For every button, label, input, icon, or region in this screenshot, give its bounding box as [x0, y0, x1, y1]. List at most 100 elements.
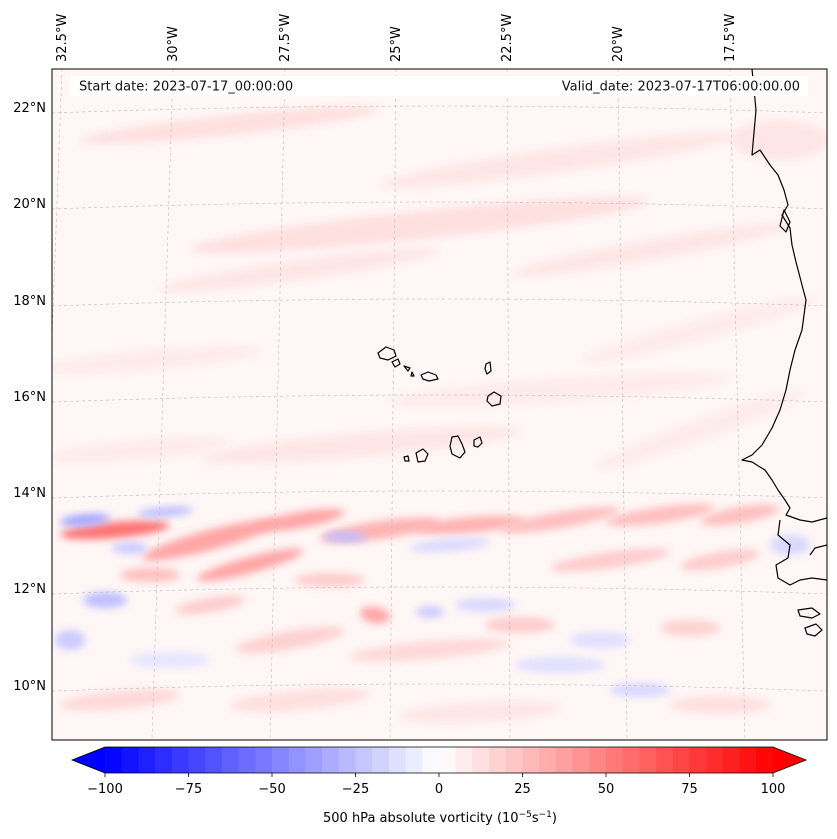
- vorticity-contour: [390, 373, 730, 407]
- map-panel: Start date: 2023-07-17_00:00:00 Valid_da…: [51, 68, 828, 741]
- map-frame: [51, 68, 828, 741]
- colorbar-segments: [72, 747, 806, 773]
- colorbar-segment: [272, 747, 290, 773]
- header-strip: [70, 76, 808, 96]
- colorbar-segment: [455, 747, 473, 773]
- meridian-line: [269, 69, 286, 740]
- island-islet: [410, 371, 415, 377]
- vorticity-contour: [360, 606, 390, 624]
- colorbar-label-mid: s: [532, 811, 539, 826]
- parallel-line: [52, 586, 827, 595]
- colorbar-segment: [105, 747, 123, 773]
- colorbar-tick-label: −50: [258, 782, 285, 797]
- colorbar-segment: [121, 747, 139, 773]
- colorbar-segment: [255, 747, 273, 773]
- colorbar-segment: [322, 747, 340, 773]
- colorbar-tick-label: −75: [175, 782, 202, 797]
- vorticity-contour: [610, 683, 670, 697]
- vorticity-contour: [410, 538, 490, 552]
- colorbar-extend-max: [773, 747, 806, 773]
- latitude-label: 22°N: [13, 101, 46, 116]
- start-date-label: Start date: 2023-07-17_00:00:00: [79, 80, 293, 95]
- african-coastline: [779, 209, 791, 233]
- vorticity-contour: [455, 598, 515, 612]
- colorbar-segment: [555, 747, 574, 773]
- latitude-labels: 22°N 20°N 18°N 16°N 14°N 12°N 10°N: [13, 101, 46, 694]
- vorticity-contour: [350, 638, 510, 662]
- parallel-line: [52, 298, 827, 307]
- colorbar-segment: [689, 747, 707, 773]
- vorticity-contour: [175, 595, 245, 615]
- parallel-line: [52, 394, 827, 403]
- vorticity-contour: [485, 617, 555, 633]
- african-coastline: [804, 623, 823, 637]
- vorticity-contour: [235, 626, 345, 654]
- longitude-label: 22.5°W: [500, 14, 515, 62]
- vorticity-contour: [515, 657, 605, 673]
- vorticity-contour: [605, 503, 715, 527]
- vorticity-contour: [60, 513, 110, 527]
- vorticity-contour: [142, 519, 278, 561]
- longitude-label: 30°W: [166, 26, 181, 62]
- island-maio: [473, 436, 483, 448]
- colorbar-tick-label: 25: [514, 782, 531, 797]
- parallel-line: [52, 201, 827, 210]
- colorbar-segment: [288, 747, 306, 773]
- vorticity-contour: [323, 532, 367, 542]
- colorbar-segment: [439, 747, 457, 773]
- vorticity-contour: [670, 696, 770, 714]
- colorbar-segment: [606, 747, 624, 773]
- colorbar-tick-label: −25: [342, 782, 369, 797]
- vorticity-contour: [52, 346, 260, 374]
- colorbar-segment: [739, 747, 757, 773]
- vorticity-contour: [584, 297, 816, 363]
- vorticity-contour: [196, 548, 304, 582]
- african-coastline: [809, 544, 827, 556]
- colorbar-segment: [722, 747, 741, 773]
- vorticity-contour: [415, 515, 525, 535]
- island-sal: [484, 361, 492, 375]
- colorbar-segment: [756, 747, 774, 773]
- vorticity-contour: [400, 701, 560, 723]
- colorbar-segment: [372, 747, 390, 773]
- longitude-label: 25°W: [389, 26, 404, 62]
- colorbar: −100 −75 −50 −25 0 25 50 75 100 500 hPa absolute…: [70, 746, 808, 826]
- valid-date-label: Valid_date: 2023-07-17T06:00:00.00: [562, 80, 800, 95]
- longitude-labels: 32.5°W 30°W 27.5°W 25°W 22.5°W 20°W 17.5°W: [55, 14, 738, 62]
- vorticity-contour: [570, 632, 630, 648]
- colorbar-label-text: 500 hPa absolute vorticity (10: [323, 811, 519, 826]
- island-santo-antao: [377, 346, 397, 361]
- vorticity-contour: [80, 106, 380, 144]
- colorbar-segment: [388, 747, 407, 773]
- colorbar-segment: [305, 747, 323, 773]
- colorbar-label-end: ): [552, 811, 557, 826]
- meridian-line: [617, 69, 628, 740]
- colorbar-segment: [672, 747, 691, 773]
- vorticity-contour: [730, 120, 827, 160]
- parallel-line: [52, 105, 827, 114]
- colorbar-segment: [572, 747, 590, 773]
- meridian-line: [729, 69, 746, 740]
- vorticity-contour: [500, 506, 620, 534]
- meridian-line: [389, 69, 397, 740]
- colorbar-segment: [706, 747, 724, 773]
- latitude-label: 16°N: [13, 390, 46, 405]
- vorticity-contour: [550, 548, 670, 572]
- colorbar-tick-label: 50: [598, 782, 615, 797]
- latitude-label: 10°N: [13, 679, 46, 694]
- vorticity-contour: [295, 573, 365, 587]
- colorbar-segment: [338, 747, 357, 773]
- colorbar-segment: [639, 747, 657, 773]
- vorticity-field: [52, 106, 827, 723]
- longitude-label: 17.5°W: [723, 14, 738, 62]
- vorticity-contour: [191, 197, 649, 253]
- latitude-label: 14°N: [13, 486, 46, 501]
- parallel-line: [52, 683, 827, 692]
- colorbar-segment: [489, 747, 507, 773]
- meridian-line: [151, 69, 174, 740]
- vorticity-contour: [660, 620, 720, 636]
- longitude-label: 32.5°W: [55, 14, 70, 62]
- vorticity-contour: [83, 592, 127, 608]
- vorticity-contour: [55, 630, 85, 650]
